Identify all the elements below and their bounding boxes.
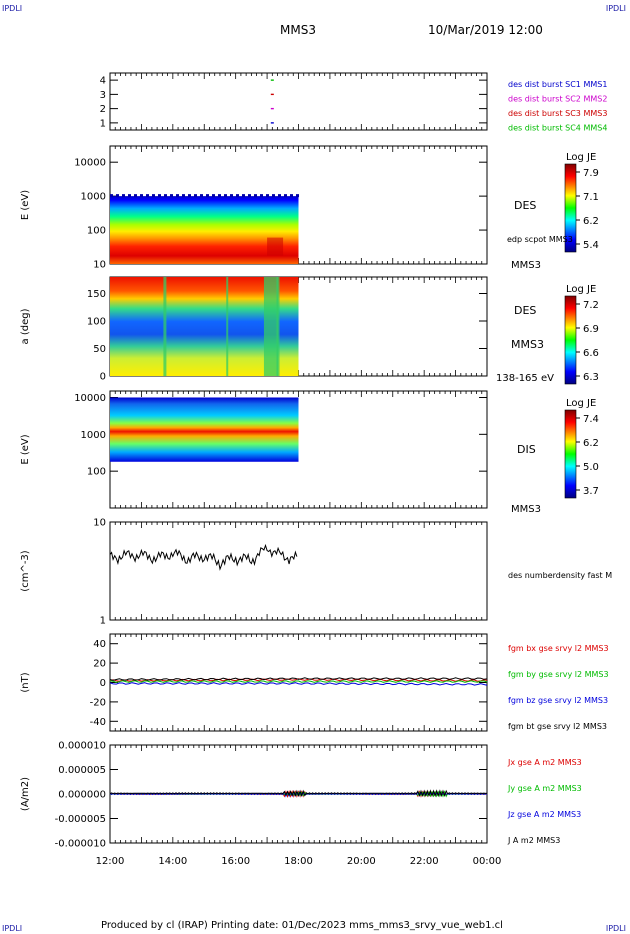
y-tick-label: 100 xyxy=(87,317,106,328)
footer-credits: Produced by cl (IRAP) Printing date: 01/… xyxy=(101,920,503,931)
colorbar xyxy=(564,163,577,253)
y-axis-label: E (eV) xyxy=(20,190,31,220)
time-tick-label: 18:00 xyxy=(284,856,313,867)
colorbar-tick: 6.9 xyxy=(583,324,599,335)
y-tick-label: 2 xyxy=(100,104,106,115)
y-tick-label: -40 xyxy=(90,717,106,728)
spacecraft-title: MMS3 xyxy=(280,23,316,37)
panel-side-label: des numberdensity fast M xyxy=(508,571,612,580)
y-tick-label: 10 xyxy=(93,518,106,529)
y-tick-label: 1000 xyxy=(81,430,106,441)
y-tick-label: 40 xyxy=(93,639,106,650)
time-tick-label: 14:00 xyxy=(158,856,187,867)
time-tick-label: 22:00 xyxy=(410,856,439,867)
panel-side-label: DES xyxy=(514,304,536,317)
y-tick-label: 3 xyxy=(100,90,106,101)
panel-side-label: MMS3 xyxy=(511,338,544,351)
colorbar-tick: 5.4 xyxy=(583,240,599,251)
corner-label-bl: IPDLI xyxy=(2,924,23,933)
panel-side-label: 138-165 eV xyxy=(496,373,554,384)
panel-side-label: fgm bz gse srvy l2 MMS3 xyxy=(508,696,608,705)
y-tick-label: 0.000005 xyxy=(58,765,106,776)
y-tick-label: 1 xyxy=(100,118,106,129)
panel-side-label: Jz gse A m2 MMS3 xyxy=(507,810,581,819)
panel-side-label: des dist burst SC3 MMS3 xyxy=(508,109,607,118)
panel-side-label: Jy gse A m2 MMS3 xyxy=(507,784,582,793)
colorbar-tick: 6.2 xyxy=(583,438,599,449)
colorbar-tick: 3.7 xyxy=(583,486,599,497)
panel-side-label: fgm bt gse srvy l2 MMS3 xyxy=(508,722,607,731)
y-axis-label: (cm^-3) xyxy=(20,550,31,591)
panel-side-label: Jx gse A m2 MMS3 xyxy=(507,758,582,767)
panel-side-label: des dist burst SC2 MMS2 xyxy=(508,95,607,104)
time-tick-label: 12:00 xyxy=(96,856,125,867)
panel-side-label: fgm bx gse srvy l2 MMS3 xyxy=(508,644,609,653)
colorbar-tick: 7.4 xyxy=(583,414,599,425)
colorbar-title: Log JE xyxy=(566,152,596,163)
y-tick-label: 10000 xyxy=(74,393,106,404)
y-tick-label: 20 xyxy=(93,659,106,670)
y-tick-label: 50 xyxy=(93,344,106,355)
y-tick-label: 1000 xyxy=(81,192,106,203)
y-tick-label: 10000 xyxy=(74,158,106,169)
y-tick-label: -20 xyxy=(90,697,106,708)
y-axis-label: (nT) xyxy=(20,672,31,692)
y-tick-label: 0.000010 xyxy=(58,741,106,752)
colorbar-title: Log JE xyxy=(566,398,596,409)
y-tick-label: 0.000000 xyxy=(58,790,106,801)
y-axis-label: E (eV) xyxy=(20,434,31,464)
colorbar-tick: 6.6 xyxy=(583,348,599,359)
colorbar xyxy=(564,409,577,499)
corner-label-tr: IPDLI xyxy=(605,4,626,13)
panel-side-label: edp scpot MMS3 xyxy=(507,235,573,244)
panel-side-label: J A m2 MMS3 xyxy=(507,836,560,845)
panel-side-label: fgm by gse srvy l2 MMS3 xyxy=(508,670,609,679)
y-tick-label: 150 xyxy=(87,289,106,300)
colorbar-tick: 7.2 xyxy=(583,300,599,311)
y-axis-label: a (deg) xyxy=(20,308,31,344)
y-tick-label: -0.000010 xyxy=(55,839,106,850)
y-tick-label: 1 xyxy=(100,616,106,627)
y-tick-label: 10 xyxy=(93,260,106,271)
colorbar-tick: 7.1 xyxy=(583,192,599,203)
corner-label-br: IPDLI xyxy=(605,924,626,933)
panel-side-label: DIS xyxy=(517,443,536,456)
panel-side-label: MMS3 xyxy=(511,504,541,515)
y-tick-label: 0 xyxy=(100,678,106,689)
dis-energy-spectrogram xyxy=(110,397,299,462)
colorbar-tick: 7.9 xyxy=(583,168,599,179)
time-tick-label: 20:00 xyxy=(347,856,376,867)
y-axis-label: (A/m2) xyxy=(20,777,31,811)
datetime-title: 10/Mar/2019 12:00 xyxy=(428,23,543,37)
colorbar-tick: 6.2 xyxy=(583,216,599,227)
colorbar-tick: 6.3 xyxy=(583,372,599,383)
bfield-line xyxy=(109,677,488,681)
time-tick-label: 00:00 xyxy=(473,856,502,867)
density-line xyxy=(109,543,298,571)
panel-side-label: DES xyxy=(514,199,536,212)
y-tick-label: 100 xyxy=(87,226,106,237)
current-line xyxy=(109,789,488,798)
panel-frame xyxy=(109,521,488,621)
panel-side-label: des dist burst SC4 MMS4 xyxy=(508,124,607,133)
y-tick-label: -0.000005 xyxy=(55,814,106,825)
y-tick-label: 0 xyxy=(100,372,106,383)
colorbar-tick: 5.0 xyxy=(583,462,599,473)
bfield-line xyxy=(109,682,488,686)
bfield-line xyxy=(109,680,488,683)
chart-stack: 12:00 14:00 16:00 18:00 20:00 22:00 00:00 1 2 3 4 d… xyxy=(20,72,612,867)
colorbar xyxy=(564,295,577,385)
current-line xyxy=(109,790,488,798)
y-tick-label: 4 xyxy=(100,76,106,87)
panel-side-label: MMS3 xyxy=(511,260,541,271)
colorbar-title: Log JE xyxy=(566,284,596,295)
time-tick-label: 16:00 xyxy=(221,856,250,867)
panel-side-label: des dist burst SC1 MMS1 xyxy=(508,80,607,89)
corner-label-tl: IPDLI xyxy=(2,4,23,13)
panel-frame xyxy=(109,72,488,131)
y-tick-label: 100 xyxy=(87,467,106,478)
